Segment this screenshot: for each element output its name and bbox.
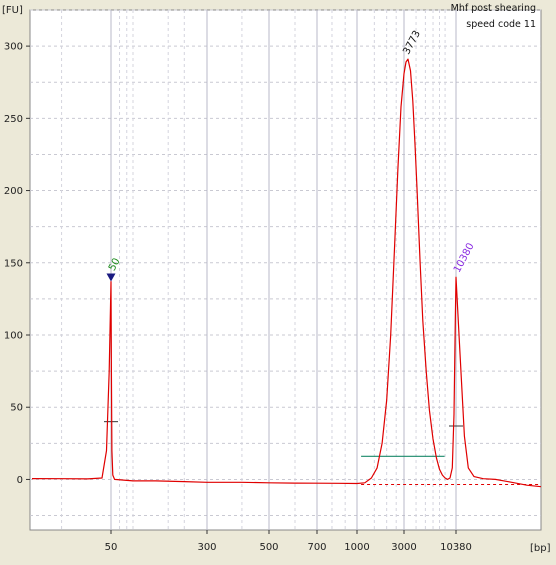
grid — [30, 9, 541, 530]
x-tick-label: 50 — [105, 542, 118, 553]
series-layer — [31, 58, 542, 488]
chart-title-line-2: speed code 11 — [466, 19, 536, 30]
y-tick-label: 50 — [10, 403, 23, 414]
axes: 0 50 100 150 200 250 300 50 300 500 700 1000 3000 103… — [4, 42, 472, 553]
x-tick-label: 300 — [197, 542, 216, 553]
y-tick-label: 0 — [17, 475, 23, 486]
y-axis-label: [FU] — [2, 5, 23, 16]
y-tick-label: 250 — [4, 114, 23, 125]
chart-title-line-1: Mhf post shearing — [451, 3, 536, 14]
series-line — [31, 58, 542, 488]
x-tick-label: 1000 — [344, 542, 369, 553]
peak-marker-icon — [106, 273, 116, 282]
peak-label: 50 — [107, 257, 123, 273]
y-tick-label: 200 — [4, 186, 23, 197]
y-tick-label: 300 — [4, 42, 23, 53]
x-axis-label: [bp] — [530, 543, 551, 554]
x-tick-label: 700 — [307, 542, 326, 553]
x-tick-label: 10380 — [440, 542, 472, 553]
annotations — [104, 421, 541, 485]
y-tick-label: 100 — [4, 331, 23, 342]
y-tick-label: 150 — [4, 258, 23, 269]
x-tick-label: 3000 — [391, 542, 416, 553]
x-tick-label: 500 — [259, 542, 278, 553]
